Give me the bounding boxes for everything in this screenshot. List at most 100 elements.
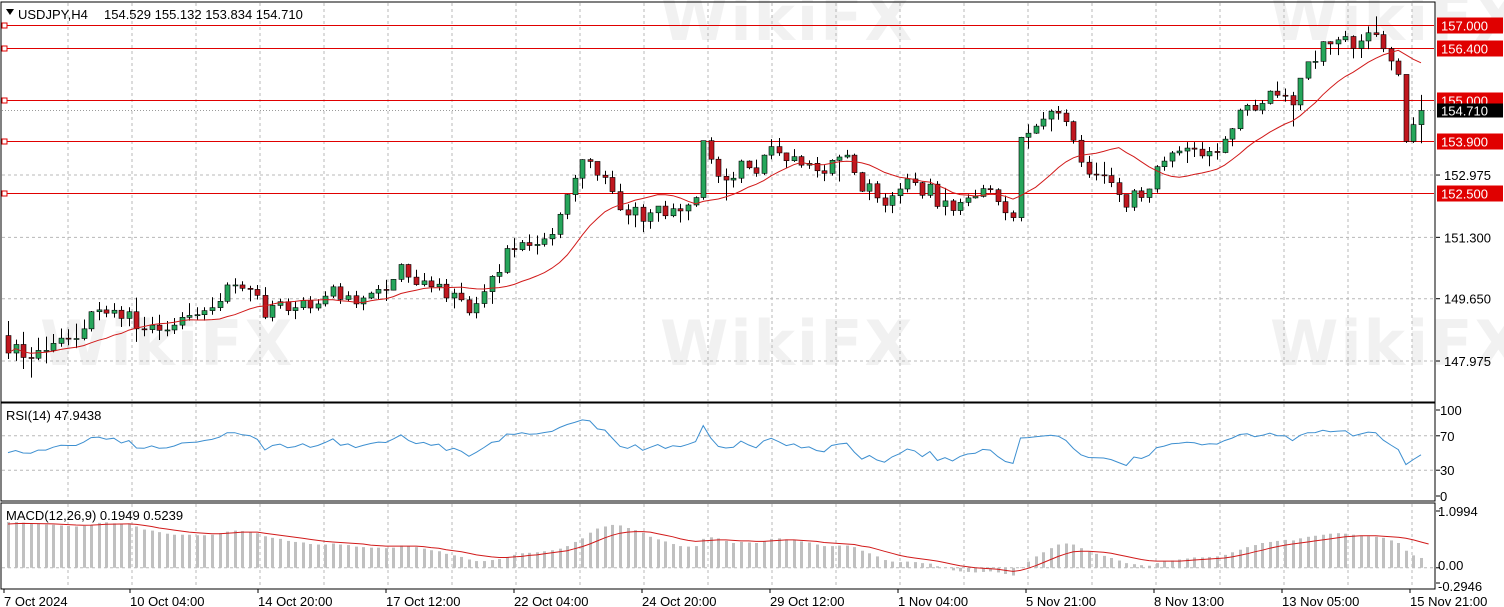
candle-body: [761, 154, 768, 174]
candle-body: [398, 264, 405, 280]
candle-body: [194, 314, 201, 317]
macd-tick-label: 0.00: [1438, 558, 1463, 573]
candle-body: [217, 301, 224, 308]
watermark-text: WikiFX: [660, 0, 914, 55]
level-handle[interactable]: [1, 22, 8, 29]
candle-body: [330, 286, 337, 297]
candle-body: [1380, 34, 1387, 50]
candle-body: [730, 177, 737, 181]
candle-body: [1274, 90, 1281, 96]
candle-body: [1086, 161, 1093, 175]
candle-body: [1305, 61, 1312, 79]
level-handle[interactable]: [1, 138, 8, 145]
candle-body: [798, 156, 805, 166]
candle-body: [375, 289, 382, 294]
candle-body: [43, 350, 50, 352]
candle-body: [1388, 48, 1395, 62]
candle-body: [919, 182, 926, 196]
candle-body: [587, 159, 594, 162]
watermark-text: WikiFX: [40, 307, 294, 380]
candle-body: [239, 284, 246, 289]
time-tick-label: 10 Oct 04:00: [130, 594, 204, 607]
macd-title: MACD(12,26,9) 0.1949 0.5239: [6, 508, 183, 523]
price-tick-label: 149.650: [1444, 292, 1491, 307]
candle-body: [829, 160, 836, 174]
candle-body: [866, 183, 873, 192]
watermark-text: WikiFX: [660, 307, 914, 380]
candle-body: [1048, 110, 1055, 120]
candle-body: [201, 310, 208, 316]
candle-body: [504, 248, 511, 273]
level-handle[interactable]: [1, 190, 8, 197]
ohlc-values: 154.529 155.132 153.834 154.710: [104, 7, 303, 22]
candle-body: [1078, 139, 1085, 163]
level-price-tag: [1437, 185, 1503, 202]
candle-body: [1123, 194, 1130, 208]
horizontal-levels[interactable]: [1, 22, 1434, 197]
candle-body: [1403, 74, 1410, 142]
candle-body: [934, 183, 941, 207]
candle-body: [81, 328, 88, 339]
macd-signal-line: [7, 522, 1429, 572]
candle-body: [1131, 190, 1138, 208]
candle-body: [458, 292, 465, 301]
macd-tick-label: 1.0994: [1438, 504, 1478, 519]
main-panel-frame: [0, 1, 1436, 403]
candle-body: [1191, 147, 1198, 150]
candle-body: [1116, 182, 1123, 195]
time-tick-label: 7 Oct 2024: [4, 594, 68, 607]
time-tick-label: 17 Oct 12:00: [386, 594, 460, 607]
candle-body: [496, 272, 503, 277]
time-tick-label: 15 Nov 21:00: [1410, 594, 1487, 607]
level-handle[interactable]: [1, 97, 8, 104]
candle-body: [594, 161, 601, 176]
candle-body: [50, 343, 57, 351]
candle-body: [1373, 32, 1380, 35]
candle-body: [292, 307, 299, 311]
candle-body: [904, 178, 911, 190]
level-handle[interactable]: [1, 45, 8, 52]
candle-body: [1199, 148, 1206, 157]
rsi-tick-label: 30: [1440, 463, 1454, 478]
candle-body: [111, 309, 118, 314]
candle-body: [1297, 77, 1304, 106]
candle-body: [640, 206, 647, 222]
candle-body: [579, 159, 586, 179]
candle-body: [413, 276, 420, 285]
candle-body: [1040, 118, 1047, 127]
candle-body: [1222, 138, 1229, 153]
candle-body: [1358, 40, 1365, 49]
candle-body: [300, 300, 307, 308]
candle-body: [617, 191, 624, 211]
candle-body: [126, 311, 133, 319]
candle-body: [526, 242, 533, 246]
candle-body: [1169, 152, 1176, 162]
candle-body: [1010, 212, 1017, 218]
candle-body: [269, 305, 276, 318]
candle-body: [1320, 41, 1327, 62]
current-price-tag: [1437, 103, 1503, 118]
price-axis: 147.975 149.650 151.300 152.975: [1436, 168, 1491, 369]
level-price-text: 153.900: [1441, 135, 1488, 150]
time-tick-label: 14 Oct 20:00: [258, 594, 332, 607]
candle-body: [844, 154, 851, 158]
time-tick-label: 29 Oct 12:00: [770, 594, 844, 607]
level-price-text: 157.000: [1441, 19, 1488, 34]
candle-body: [821, 170, 828, 174]
symbol-dropdown-icon[interactable]: [6, 9, 14, 15]
candle-body: [1237, 109, 1244, 130]
candle-body: [662, 205, 669, 217]
candle-body: [625, 209, 632, 216]
candle-body: [390, 279, 397, 291]
time-tick-label: 8 Nov 13:00: [1154, 594, 1224, 607]
candle-body: [209, 307, 216, 311]
candle-body: [647, 212, 654, 222]
candle-body: [912, 178, 919, 183]
candle-body: [28, 357, 35, 359]
candlestick-series: [5, 16, 1425, 378]
candle-body: [247, 287, 254, 290]
macd-indicator: 1.0994 0.00 -0.2946: [2, 504, 1482, 594]
candle-body: [1093, 173, 1100, 176]
candle-body: [882, 197, 889, 206]
